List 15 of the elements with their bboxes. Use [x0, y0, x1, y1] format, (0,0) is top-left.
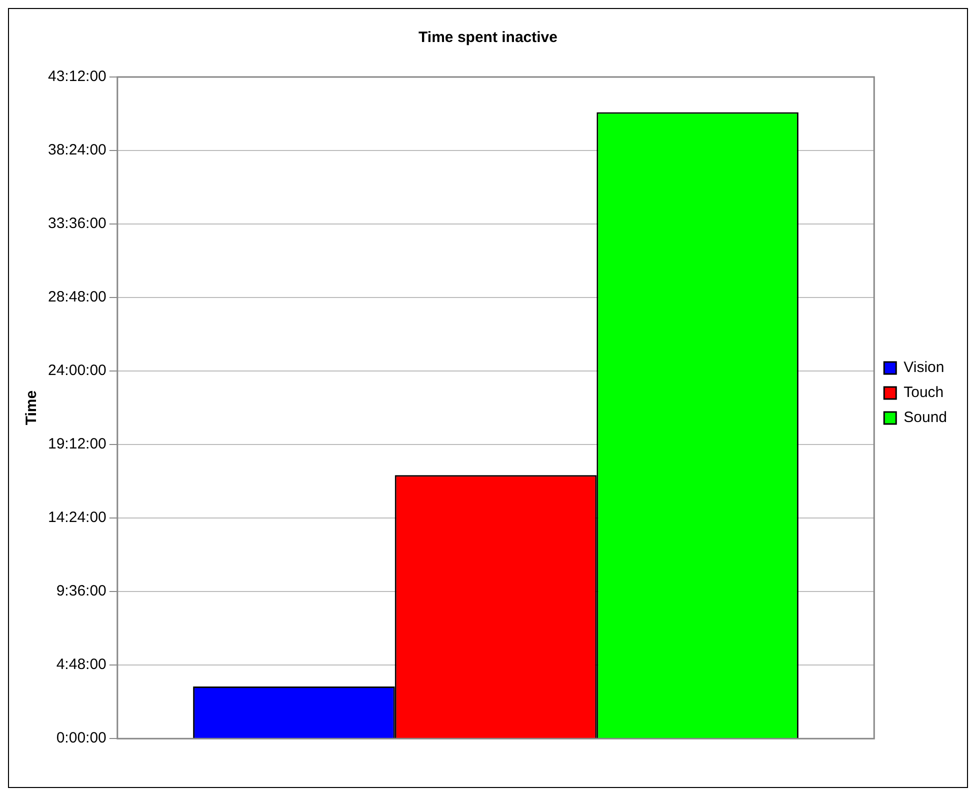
- y-tick-label: 9:36:00: [56, 582, 106, 600]
- y-tick-label: 38:24:00: [48, 142, 106, 159]
- y-tick-label: 28:48:00: [48, 288, 106, 306]
- y-tick-label: 0:00:00: [56, 730, 106, 747]
- chart-title: Time spent inactive: [418, 29, 558, 46]
- legend-label: Vision: [904, 359, 944, 376]
- y-tick-label: 43:12:00: [48, 68, 106, 86]
- y-tick-label: 24:00:00: [48, 362, 106, 380]
- y-tick-label: 4:48:00: [56, 656, 106, 674]
- y-tick-label: 19:12:00: [48, 436, 106, 453]
- y-tick-label: 14:24:00: [48, 509, 106, 526]
- legend-label: Sound: [904, 409, 947, 426]
- y-tick-label: 33:36:00: [48, 215, 106, 232]
- legend-label: Touch: [904, 384, 944, 402]
- y-axis-title: Time: [23, 390, 40, 426]
